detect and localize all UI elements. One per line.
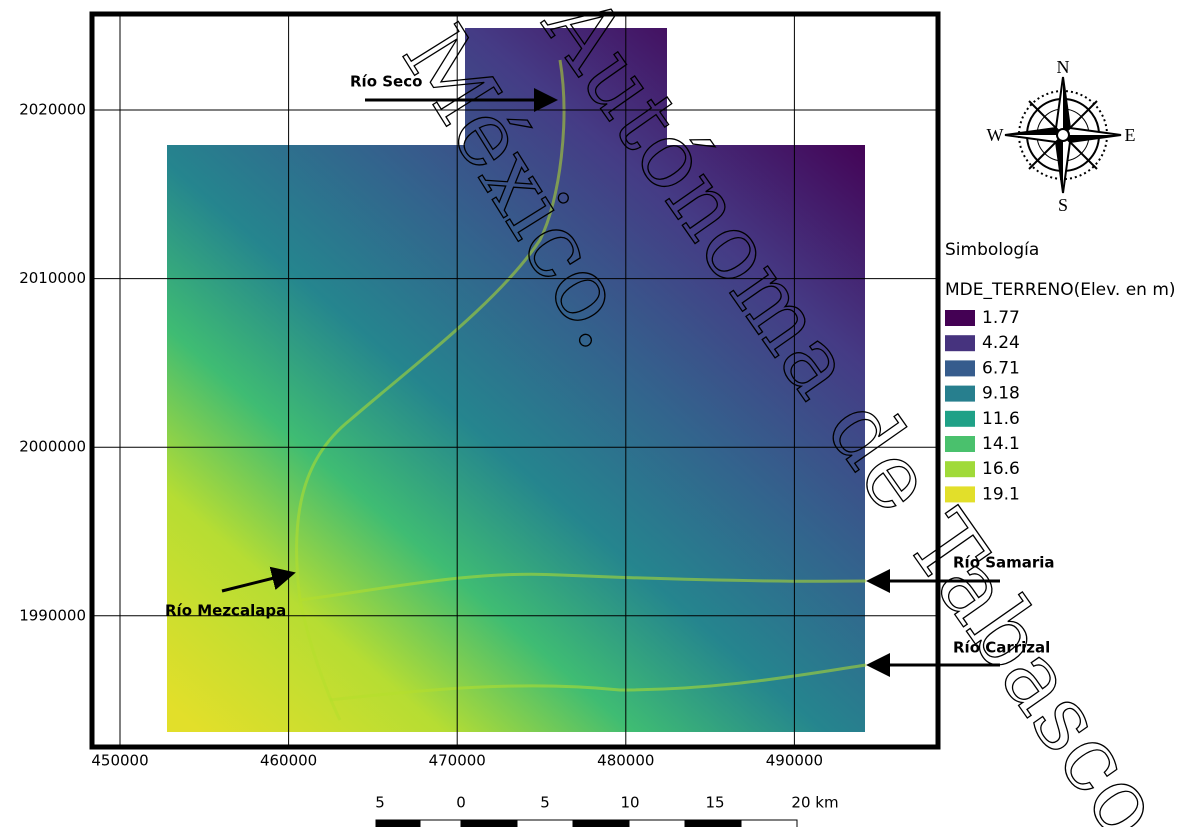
scale-label: 5 (540, 794, 550, 812)
compass-label: N (1057, 57, 1070, 77)
legend-label: 9.18 (982, 384, 1020, 404)
legend-swatch (945, 360, 975, 376)
scale-segment (629, 820, 685, 827)
legend-title: Simbología (945, 240, 1039, 260)
scale-segment (420, 820, 461, 827)
map-figure: Río Seco Río Mezcalapa Río Samaria Río C… (0, 0, 1194, 827)
scale-bar: 5 0 5 10 15 20 km (375, 794, 838, 828)
legend-swatch (945, 436, 975, 452)
scale-segment (517, 820, 573, 827)
legend-label: 16.6 (982, 459, 1020, 479)
scale-label: 20 km (791, 794, 838, 812)
y-tick-label: 2010000 (19, 269, 86, 287)
scale-segment (573, 820, 629, 827)
legend-swatch (945, 335, 975, 351)
scale-segment (685, 820, 741, 827)
legend-label: 11.6 (982, 409, 1020, 429)
legend-label: 4.24 (982, 333, 1020, 353)
y-tick-label: 2020000 (19, 101, 86, 119)
scale-segment (741, 820, 797, 827)
y-tick-label: 1990000 (19, 606, 86, 624)
scale-label: 10 (620, 794, 639, 812)
legend-label: 6.71 (982, 358, 1020, 378)
compass-label: E (1125, 125, 1136, 145)
scale-label: 5 (375, 794, 385, 812)
north-arrow (1005, 77, 1121, 193)
legend-swatch (945, 386, 975, 402)
x-tick-label: 480000 (597, 752, 654, 770)
scale-segment (376, 820, 420, 827)
annotation: Río Mezcalapa (165, 602, 286, 620)
legend-subtitle: MDE_TERRENO(Elev. en m) (945, 280, 1176, 300)
y-tick-label: 2000000 (19, 438, 86, 456)
page: {"map": { "x_ticks": ["450000", "460000"… (0, 0, 1194, 827)
compass-label: S (1058, 195, 1068, 215)
x-tick-label: 450000 (91, 752, 148, 770)
x-tick-label: 490000 (766, 752, 823, 770)
scale-label: 15 (705, 794, 724, 812)
legend-label: 1.77 (982, 308, 1020, 328)
legend-label: 14.1 (982, 434, 1020, 454)
x-tick-label: 460000 (260, 752, 317, 770)
scale-label: 0 (456, 794, 466, 812)
scale-segment (461, 820, 517, 827)
x-tick-label: 470000 (429, 752, 486, 770)
legend-swatch (945, 411, 975, 427)
legend-label: 19.1 (982, 484, 1020, 504)
compass-label: W (987, 125, 1004, 145)
legend-swatch (945, 310, 975, 326)
